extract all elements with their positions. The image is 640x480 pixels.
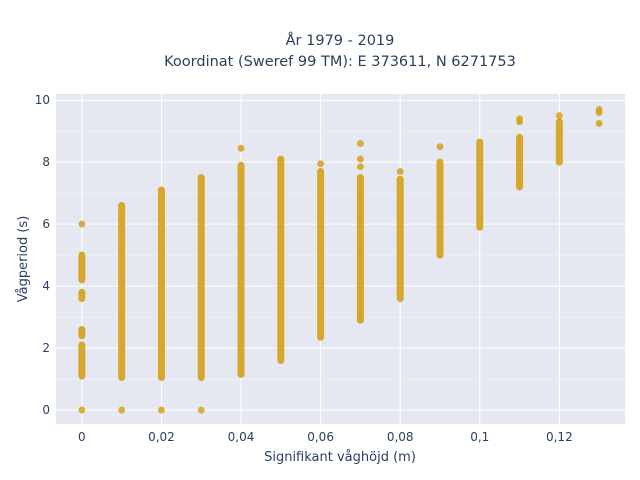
data-point: [78, 220, 86, 228]
x-tick-label: 0,06: [307, 430, 334, 444]
x-axis-ticks: 0 0,02 0,04 0,06 0,08 0,1 0,12: [78, 430, 573, 444]
data-point: [237, 144, 245, 152]
data-point: [356, 140, 364, 147]
data-point: [555, 112, 563, 120]
y-axis-title: Vågperiod (s): [16, 216, 31, 303]
data-points: [78, 106, 603, 414]
x-tick-label: 0,08: [387, 430, 414, 444]
data-point: [595, 120, 603, 127]
chart-title-line1: År 1979 - 2019: [286, 32, 395, 49]
data-point: [78, 406, 86, 414]
data-point: [356, 163, 364, 171]
y-tick-label: 8: [42, 155, 50, 169]
data-point: [436, 143, 444, 151]
y-tick-label: 6: [42, 217, 50, 231]
x-tick-label: 0: [78, 430, 86, 444]
data-point: [396, 168, 404, 175]
x-axis-title: Signifikant våghöjd (m): [264, 450, 416, 465]
y-tick-label: 4: [42, 279, 50, 293]
plot-area: [56, 94, 625, 424]
x-tick-label: 0,12: [546, 430, 573, 444]
chart-title-line2: Koordinat (Sweref 99 TM): E 373611, N 62…: [164, 54, 516, 70]
y-axis-ticks: 0 2 4 6 8 10: [35, 93, 50, 417]
x-tick-label: 0,02: [148, 430, 175, 444]
y-tick-label: 10: [35, 93, 50, 107]
x-tick-label: 0,1: [470, 430, 489, 444]
y-tick-label: 0: [42, 403, 50, 417]
data-point: [516, 115, 523, 123]
data-point: [356, 155, 364, 163]
x-tick-label: 0,04: [228, 430, 255, 444]
data-point: [158, 406, 165, 414]
data-point: [118, 406, 126, 414]
data-point: [595, 106, 603, 113]
y-tick-label: 2: [42, 341, 50, 355]
data-point: [197, 406, 205, 414]
data-point: [317, 160, 325, 168]
